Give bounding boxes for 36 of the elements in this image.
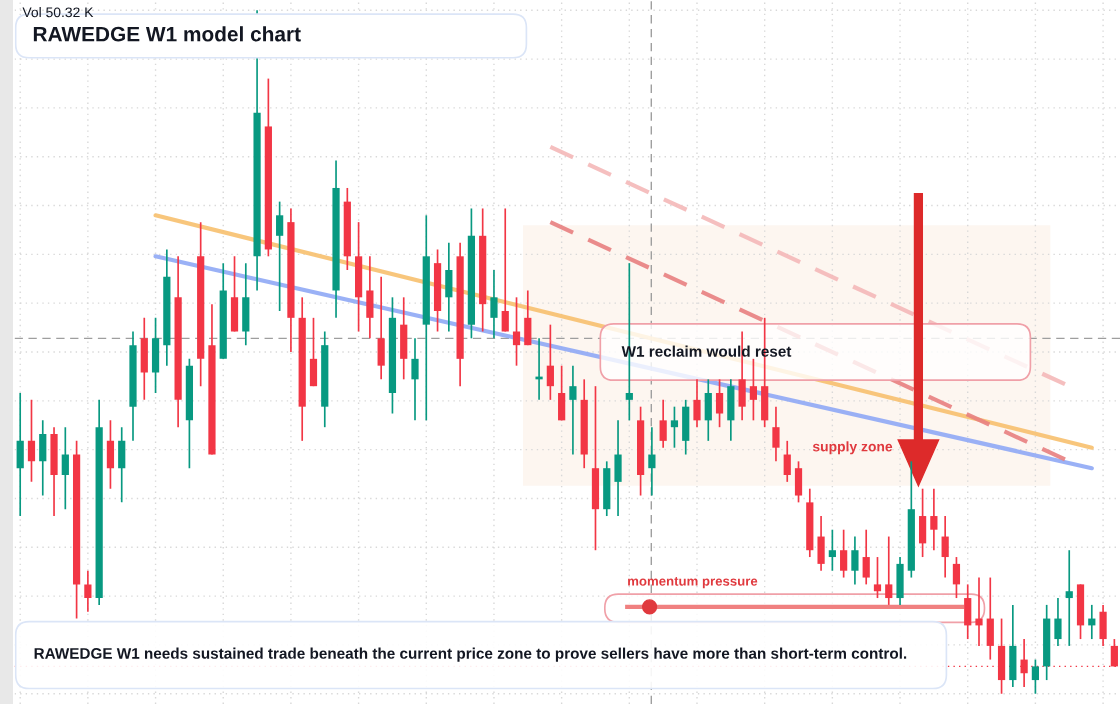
candlestick (783, 440, 791, 483)
candlestick (490, 269, 498, 340)
candlestick (84, 569, 92, 613)
text: RAWEDGE W1 model chart (33, 26, 301, 42)
annotation: momentum pressure (628, 577, 758, 589)
candlestick (1054, 597, 1062, 647)
annotation: supply zone (812, 441, 893, 455)
annotation: RAWEDGE W1 needs sustained trade beneath the current price zone to prove sellers have more than short-term control. (34, 647, 907, 662)
candlestick (501, 207, 509, 333)
candlestick (1065, 549, 1073, 647)
candlestick (873, 556, 882, 599)
candlestick (941, 515, 949, 579)
candlestick (569, 364, 577, 456)
candlestick (885, 535, 893, 606)
candlestick (411, 337, 419, 422)
candlestick (862, 528, 870, 586)
candlestick (61, 426, 69, 511)
candlestick (27, 399, 36, 483)
candlestick (840, 528, 848, 579)
candlestick (952, 556, 961, 599)
candlestick (851, 535, 859, 586)
candlestick (828, 528, 836, 572)
candlestick (715, 378, 724, 429)
candlestick (772, 405, 780, 463)
candlestick (749, 357, 758, 422)
candlestick (930, 487, 938, 552)
annotation: Vol 50.32 K (22, 7, 94, 18)
candlestick (693, 378, 701, 429)
candlestick (670, 405, 679, 449)
candlestick (546, 323, 554, 401)
candlestick (276, 200, 284, 312)
candlestick (512, 296, 521, 367)
candlestick (1031, 658, 1040, 695)
candlestick (975, 576, 983, 647)
candlestick (659, 399, 667, 449)
candlestick (648, 426, 656, 497)
